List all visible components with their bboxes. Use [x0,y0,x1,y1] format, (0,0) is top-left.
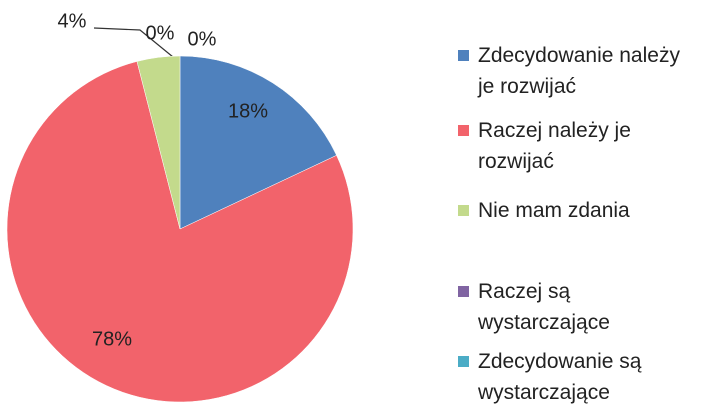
legend-label: Raczej są wystarczające [478,280,610,334]
legend-label: Nie mam zdania [478,199,630,222]
data-label: 0% [146,22,175,44]
legend-label: Zdecydowanie są wystarczające [478,350,642,404]
legend-swatch [458,125,469,136]
legend-label: Zdecydowanie należy je rozwijać [478,44,680,98]
pie-slice [179,55,337,230]
legend-item: Raczej są wystarczające [458,276,684,338]
data-label: 0% [188,28,217,50]
data-label: 4% [58,10,87,32]
pie-slice [6,61,354,403]
legend-swatch [458,50,469,61]
data-label: 18% [228,100,268,122]
legend-item: Zdecydowanie należy je rozwijać [458,40,684,102]
leader-line [93,27,174,58]
legend-swatch [458,286,469,297]
legend-item: Nie mam zdania [458,195,684,226]
legend-label: Raczej należy je rozwijać [478,119,631,173]
data-label: 78% [92,328,132,350]
legend-item: Raczej należy je rozwijać [458,115,684,177]
legend-swatch [458,356,469,367]
legend-swatch [458,205,469,216]
pie-slice [136,55,181,230]
legend-item: Zdecydowanie są wystarczające [458,346,684,406]
